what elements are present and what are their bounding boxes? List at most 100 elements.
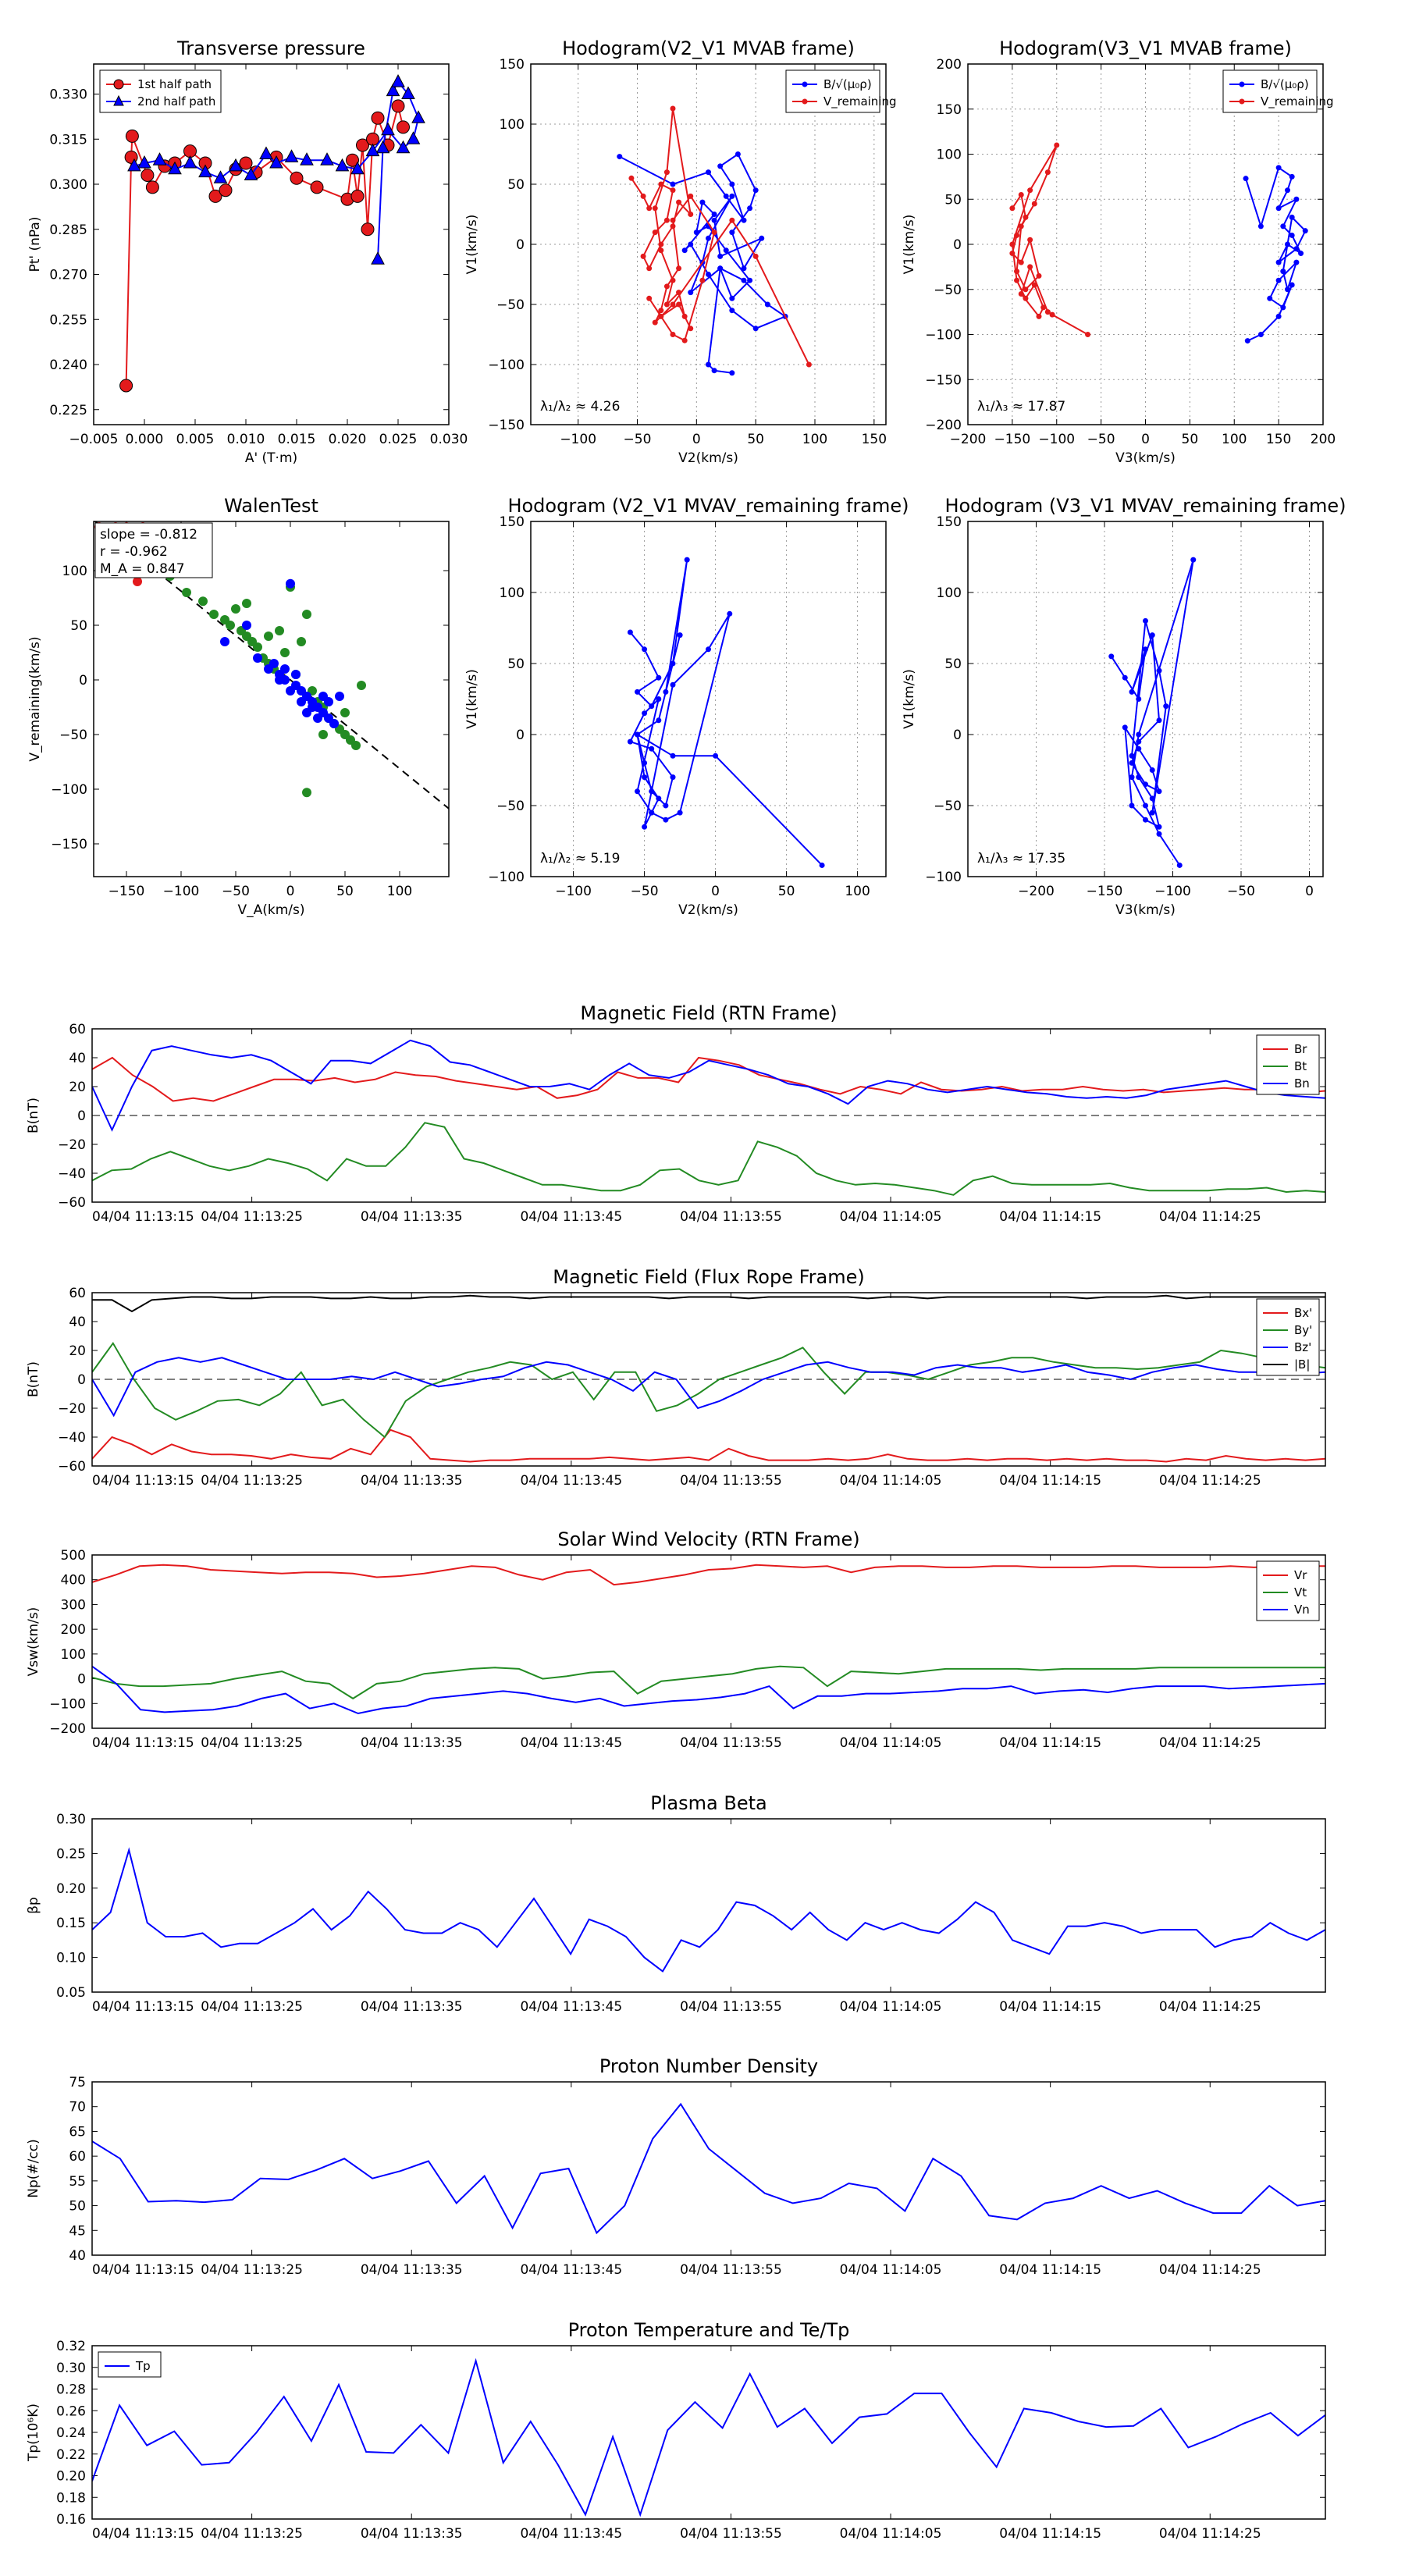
data-point [658,313,664,319]
chart-bfield_fr: Magnetic Field (Flux Rope Frame) −60 −40 −2… [26,1266,1326,1489]
data-point [391,74,405,87]
y-tick-label: 70 [69,2100,86,2115]
legend-label: By' [1294,1323,1312,1337]
data-point [729,217,735,223]
x-tick-label: 04/04 11:14:15 [999,2526,1101,2542]
data-point [670,217,676,223]
data-point [365,143,380,157]
y-tick-label: 0 [77,1108,86,1124]
plot-area [119,74,425,393]
x-tick-label: 04/04 11:13:25 [201,2526,303,2542]
data-point [684,557,690,563]
x-tick-label: 04/04 11:13:25 [201,1735,303,1751]
data-point [729,181,735,187]
y-tick-label: 150 [500,57,525,73]
x-tick-label: 04/04 11:14:05 [840,1209,942,1225]
y-tick-label: 0.22 [56,2447,86,2463]
y-tick-label: 0.25 [56,1846,86,1862]
y-tick-label: 0.255 [49,312,87,328]
data-point [286,578,295,589]
data-point [656,717,662,724]
data-point [646,295,653,301]
x-tick-label: 0.010 [227,432,265,447]
y-tick-label: −60 [58,1459,86,1475]
chart-title: Magnetic Field (Flux Rope Frame) [553,1266,864,1288]
x-tick-label: 04/04 11:14:15 [999,2262,1101,2278]
plot-area [92,1039,1325,1196]
data-point [1156,824,1162,830]
data-point [335,158,350,172]
x-tick-label: −50 [222,884,250,899]
chart-title: Hodogram (V2_V1 MVAV_remaining frame) [507,495,909,517]
legend-label: Vn [1294,1603,1310,1617]
x-tick-label: 04/04 11:14:15 [999,1999,1101,2015]
stats-line: slope = -0.812 [100,527,197,543]
data-point [1280,223,1286,229]
data-point [646,205,653,212]
data-point [1289,173,1295,180]
plot-area [92,1564,1325,1715]
y-tick-label: 0.20 [56,1881,86,1897]
x-tick-label: 04/04 11:14:25 [1159,2526,1261,2542]
x-tick-label: 0 [711,884,720,899]
x-tick-label: 04/04 11:13:45 [520,2262,622,2278]
legend-label: Bt [1294,1059,1307,1073]
data-point [670,681,676,688]
data-point [411,110,425,123]
series-line-Br [92,1056,1325,1102]
y-tick-label: 0.285 [49,222,87,238]
ratio-annotation: λ₁/λ₃ ≈ 17.35 [977,851,1065,866]
legend-marker [113,94,124,106]
x-tick-label: −100 [560,432,596,447]
x-tick-label: 04/04 11:14:15 [999,1473,1101,1489]
data-point [302,610,311,619]
data-point [350,189,365,203]
legend-box [1256,1560,1320,1621]
data-point [346,153,359,167]
y-tick-label: 50 [70,618,87,634]
legend-label: Bx' [1294,1306,1312,1320]
x-tick-label: 50 [336,884,354,899]
data-point [711,229,717,236]
x-tick-label: 04/04 11:13:25 [201,1473,303,1489]
x-tick-label: 150 [1266,432,1291,447]
data-point [198,596,208,607]
data-point [1036,272,1042,279]
data-point [1129,688,1135,695]
axes-frame [93,521,450,877]
data-point [642,646,648,653]
y-tick-label: 400 [61,1573,86,1589]
legend-box [1222,69,1318,113]
data-point [220,637,229,646]
data-point [640,193,646,199]
y-tick-label: −100 [488,870,525,885]
data-point [670,187,676,194]
x-tick-label: 04/04 11:13:25 [201,1209,303,1225]
y-tick-label: 100 [500,585,525,601]
legend-label: |B| [1294,1357,1310,1372]
data-point [699,277,706,283]
data-point [381,122,395,136]
data-point [1023,214,1029,220]
x-tick-label: 200 [1311,432,1336,447]
legend-marker [1239,98,1245,105]
data-point [357,681,366,690]
x-tick-label: 04/04 11:14:05 [840,2262,942,2278]
data-point [806,361,812,368]
data-point [371,251,385,265]
data-point [1257,223,1264,229]
data-point [1018,259,1024,265]
series-line-Vn [92,1665,1325,1715]
chart-hodo3: Hodogram (V2_V1 MVAV_remaining frame) −10… [464,495,909,918]
data-point [1044,169,1051,176]
series-line-By' [92,1341,1325,1439]
data-point [371,111,385,125]
y-tick-label: 150 [937,514,962,530]
data-point [711,368,717,374]
data-point [208,189,222,203]
series-line-V_remaining [631,108,810,365]
data-point [1122,724,1128,731]
y-tick-label: 65 [69,2124,86,2140]
data-point [819,862,825,868]
y-tick-label: 0 [79,673,87,688]
